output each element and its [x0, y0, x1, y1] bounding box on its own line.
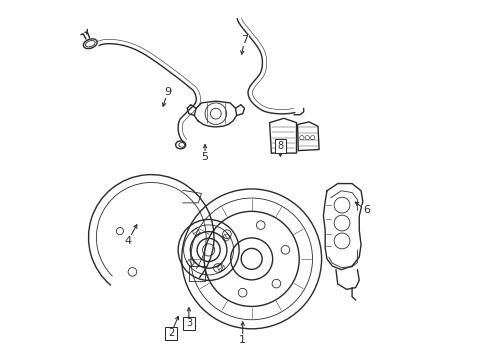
Text: 4: 4: [124, 236, 131, 246]
Text: 1: 1: [239, 334, 245, 345]
FancyBboxPatch shape: [274, 139, 285, 153]
FancyBboxPatch shape: [183, 317, 194, 330]
Text: 7: 7: [241, 35, 247, 45]
Text: 3: 3: [185, 319, 192, 328]
Text: 6: 6: [362, 206, 369, 216]
Text: 5: 5: [201, 152, 208, 162]
Text: 8: 8: [277, 141, 283, 151]
Text: 2: 2: [167, 328, 174, 338]
Text: 9: 9: [163, 87, 171, 97]
FancyBboxPatch shape: [165, 327, 176, 340]
